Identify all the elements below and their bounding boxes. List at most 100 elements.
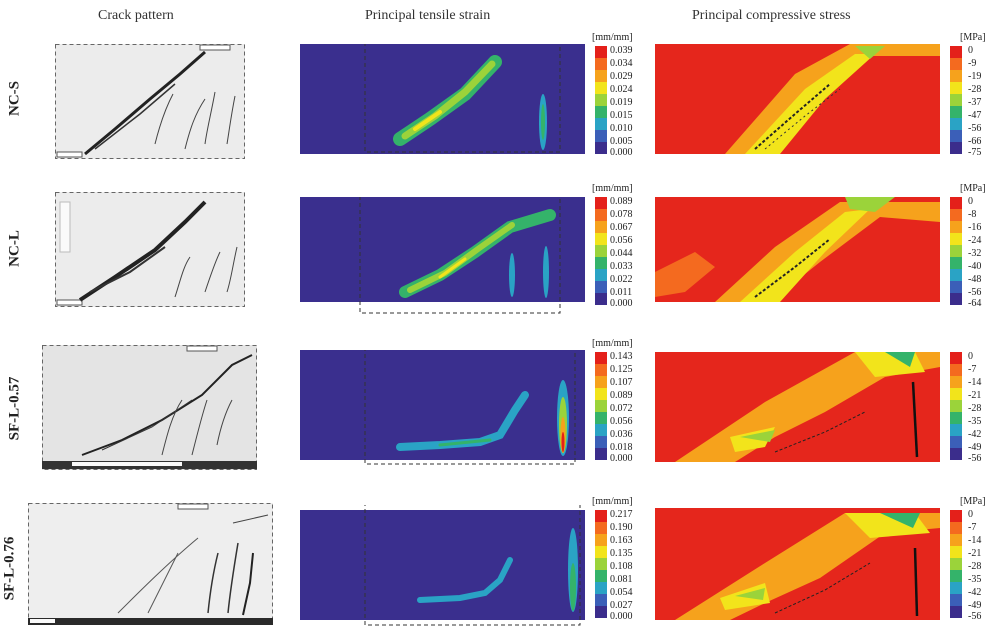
tick: -8 (968, 209, 977, 220)
tick: -56 (968, 123, 982, 134)
tick: 0.000 (610, 147, 633, 158)
stress-legend-bar-sf-l-076 (950, 510, 962, 618)
strain-legend-bar-sf-l-076 (595, 510, 607, 618)
tick: 0.107 (610, 377, 633, 388)
tick: -28 (968, 403, 982, 414)
strain-contour-nc-l (300, 197, 585, 315)
tick: -56 (968, 611, 982, 622)
tick: -19 (968, 71, 982, 82)
tick: 0.163 (610, 535, 633, 546)
crack-photo-sf-l-076 (28, 503, 273, 625)
tick: 0 (968, 509, 973, 520)
tick: 0.024 (610, 84, 633, 95)
tick: 0.056 (610, 235, 633, 246)
tick: 0.029 (610, 71, 633, 82)
tick: -28 (968, 84, 982, 95)
tick: -37 (968, 97, 982, 108)
tick: 0.039 (610, 45, 633, 56)
tick: 0.044 (610, 248, 633, 259)
stress-unit-sf-l-076: [MPa] (960, 496, 986, 507)
tick: -35 (968, 416, 982, 427)
tick: 0.034 (610, 58, 633, 69)
tick: 0.081 (610, 574, 633, 585)
tick: 0.019 (610, 97, 633, 108)
tick: -75 (968, 147, 982, 158)
tick: 0.125 (610, 364, 633, 375)
tick: 0.011 (610, 287, 633, 298)
tick: -56 (968, 287, 982, 298)
strain-unit-nc-s: [mm/mm] (592, 32, 633, 43)
strain-unit-sf-l-076: [mm/mm] (592, 496, 633, 507)
stress-legend-bar-sf-l-057 (950, 352, 962, 460)
stress-contour-nc-s (655, 44, 940, 154)
tick: 0.135 (610, 548, 633, 559)
tick: 0.078 (610, 209, 633, 220)
tick: 0.000 (610, 298, 633, 309)
tick: 0 (968, 196, 973, 207)
tick: 0.015 (610, 110, 633, 121)
tick: -7 (968, 364, 977, 375)
crack-photo-nc-l (55, 192, 245, 307)
strain-unit-sf-l-057: [mm/mm] (592, 338, 633, 349)
tick: 0.089 (610, 390, 633, 401)
tick: -40 (968, 261, 982, 272)
tick: 0.018 (610, 442, 633, 453)
header-tensile-strain: Principal tensile strain (365, 8, 491, 23)
strain-legend-bar-nc-l (595, 197, 607, 305)
header-crack-pattern: Crack pattern (98, 8, 174, 23)
tick: -49 (968, 442, 982, 453)
tick: 0.000 (610, 611, 633, 622)
tick: -64 (968, 298, 982, 309)
tick: 0.010 (610, 123, 633, 134)
tick: 0 (968, 45, 973, 56)
tick: 0.217 (610, 509, 633, 520)
row-label-nc-l: NC-L (6, 230, 23, 267)
tick: 0.027 (610, 600, 633, 611)
strain-contour-sf-l-076 (300, 505, 585, 627)
tick: -9 (968, 58, 977, 69)
stress-legend-bar-nc-s (950, 46, 962, 154)
strain-legend-bar-sf-l-057 (595, 352, 607, 460)
tick: -66 (968, 136, 982, 147)
crack-photo-nc-s (55, 44, 245, 159)
tick: 0.054 (610, 587, 633, 598)
tick: -14 (968, 535, 982, 546)
tick: 0.056 (610, 416, 633, 427)
stress-contour-sf-l-076 (655, 508, 940, 620)
tick: -32 (968, 248, 982, 259)
stress-legend-bar-nc-l (950, 197, 962, 305)
strain-contour-sf-l-057 (300, 350, 585, 468)
tick: 0.143 (610, 351, 633, 362)
tick: 0.190 (610, 522, 633, 533)
header-compressive-stress: Principal compressive stress (692, 8, 851, 23)
tick: 0.036 (610, 429, 633, 440)
tick: -49 (968, 600, 982, 611)
tick: -21 (968, 548, 982, 559)
tick: 0.067 (610, 222, 633, 233)
strain-contour-nc-s (300, 44, 585, 159)
tick: -28 (968, 561, 982, 572)
tick: -24 (968, 235, 982, 246)
strain-unit-nc-l: [mm/mm] (592, 183, 633, 194)
tick: -42 (968, 429, 982, 440)
tick: -48 (968, 274, 982, 285)
tick: -35 (968, 574, 982, 585)
tick: 0.022 (610, 274, 633, 285)
tick: -7 (968, 522, 977, 533)
tick: 0.005 (610, 136, 633, 147)
stress-contour-sf-l-057 (655, 352, 940, 462)
tick: -56 (968, 453, 982, 464)
tick: -21 (968, 390, 982, 401)
crack-photo-sf-l-057 (42, 345, 257, 470)
tick: 0.089 (610, 196, 633, 207)
tick: -42 (968, 587, 982, 598)
tick: 0.108 (610, 561, 633, 572)
row-label-sf-l-076: SF-L-0.76 (1, 536, 18, 601)
row-label-sf-l-057: SF-L-0.57 (6, 376, 23, 441)
stress-contour-nc-l (655, 197, 940, 302)
tick: 0.072 (610, 403, 633, 414)
stress-unit-nc-l: [MPa] (960, 183, 986, 194)
strain-legend-bar-nc-s (595, 46, 607, 154)
stress-unit-nc-s: [MPa] (960, 32, 986, 43)
tick: -47 (968, 110, 982, 121)
